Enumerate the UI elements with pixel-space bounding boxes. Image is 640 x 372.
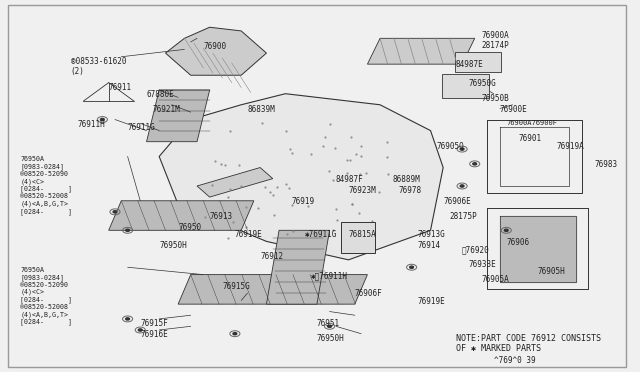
- Text: 86839M: 86839M: [248, 105, 275, 114]
- Point: [287, 150, 297, 156]
- Point: [257, 120, 268, 126]
- Text: 76915G: 76915G: [222, 282, 250, 291]
- Point: [241, 224, 252, 230]
- Point: [383, 171, 393, 177]
- Text: 76914: 76914: [418, 241, 441, 250]
- Point: [331, 206, 341, 212]
- Text: 76983: 76983: [595, 160, 618, 169]
- Point: [355, 170, 365, 176]
- Point: [241, 204, 252, 210]
- Text: 76900: 76900: [204, 42, 227, 51]
- Point: [339, 220, 349, 226]
- Text: 76950G: 76950G: [468, 79, 496, 88]
- Circle shape: [460, 148, 464, 150]
- Point: [266, 189, 276, 195]
- Circle shape: [125, 229, 129, 231]
- Circle shape: [473, 163, 477, 165]
- Point: [345, 157, 355, 163]
- Text: 76906E: 76906E: [443, 197, 471, 206]
- Polygon shape: [266, 230, 330, 304]
- Text: ^769^0 39: ^769^0 39: [493, 356, 535, 365]
- Text: 76919E: 76919E: [418, 297, 445, 306]
- Text: 76916E: 76916E: [140, 330, 168, 339]
- Point: [236, 183, 246, 189]
- Point: [348, 201, 358, 207]
- Point: [268, 192, 278, 198]
- Point: [367, 218, 378, 224]
- Point: [303, 203, 314, 209]
- Point: [284, 185, 294, 191]
- Text: 76912: 76912: [260, 253, 284, 262]
- Text: 76933E: 76933E: [468, 260, 496, 269]
- Point: [374, 189, 384, 195]
- Text: 76911G: 76911G: [127, 123, 156, 132]
- Polygon shape: [367, 38, 475, 64]
- Point: [346, 235, 356, 241]
- Text: 76950H: 76950H: [317, 334, 345, 343]
- Point: [356, 153, 366, 159]
- Point: [328, 177, 338, 183]
- Circle shape: [460, 185, 464, 187]
- Polygon shape: [166, 27, 266, 75]
- Point: [356, 144, 366, 150]
- Point: [225, 128, 235, 134]
- Text: 76950A
[0983-0284]
®08520-52090
(4)<C>
[0284-      ]
®08520-52008
(4)<A,B,G,T>
[: 76950A [0983-0284] ®08520-52090 (4)<C> […: [20, 157, 72, 215]
- Circle shape: [100, 118, 104, 121]
- Text: 84987E: 84987E: [456, 61, 484, 70]
- Text: 76919: 76919: [292, 197, 315, 206]
- Point: [381, 154, 392, 160]
- Point: [253, 205, 263, 211]
- Point: [342, 170, 353, 176]
- Polygon shape: [159, 94, 443, 260]
- Circle shape: [233, 333, 237, 335]
- Text: 76913G: 76913G: [418, 230, 445, 239]
- Text: 76913: 76913: [210, 212, 233, 221]
- Point: [223, 235, 233, 241]
- Text: 76978: 76978: [399, 186, 422, 195]
- Text: 76919E: 76919E: [235, 230, 262, 239]
- Point: [325, 121, 335, 127]
- Point: [361, 170, 371, 176]
- Text: 76951: 76951: [317, 319, 340, 328]
- Text: 76900E: 76900E: [500, 105, 528, 114]
- Polygon shape: [500, 215, 576, 282]
- FancyBboxPatch shape: [341, 222, 375, 253]
- Text: 76906F: 76906F: [355, 289, 383, 298]
- Text: 76923M: 76923M: [349, 186, 376, 195]
- Text: 76905Q: 76905Q: [437, 142, 465, 151]
- Point: [288, 228, 298, 234]
- Text: 76900A76900F: 76900A76900F: [506, 119, 557, 125]
- Point: [235, 227, 245, 233]
- Text: 76950A
[0983-0284]
®08520-52090
(4)<C>
[0284-      ]
®08520-52008
(4)<A,B,G,T>
[: 76950A [0983-0284] ®08520-52090 (4)<C> […: [20, 267, 72, 326]
- Point: [351, 151, 361, 157]
- Text: 67880E: 67880E: [147, 90, 174, 99]
- Text: 76919A: 76919A: [557, 142, 584, 151]
- Text: 76901: 76901: [519, 134, 542, 143]
- Point: [332, 217, 342, 223]
- Polygon shape: [147, 90, 210, 142]
- Polygon shape: [109, 201, 254, 230]
- Text: 76815A: 76815A: [349, 230, 376, 239]
- Point: [318, 143, 328, 149]
- FancyBboxPatch shape: [454, 52, 501, 72]
- Text: 76906: 76906: [506, 238, 529, 247]
- FancyBboxPatch shape: [442, 74, 488, 98]
- Point: [223, 194, 233, 200]
- Point: [354, 210, 364, 216]
- Text: 76905H: 76905H: [538, 267, 566, 276]
- Polygon shape: [178, 275, 367, 304]
- Point: [347, 201, 357, 207]
- Text: NOTE:PART CODE 76912 CONSISTS
OF ✱ MARKED PARTS: NOTE:PART CODE 76912 CONSISTS OF ✱ MARKE…: [456, 334, 601, 353]
- Point: [207, 182, 217, 188]
- Point: [216, 161, 227, 167]
- Polygon shape: [197, 167, 273, 197]
- Text: 76950B: 76950B: [481, 94, 509, 103]
- Circle shape: [125, 318, 129, 320]
- Point: [382, 139, 392, 145]
- Point: [220, 162, 230, 168]
- Point: [234, 161, 244, 167]
- Point: [320, 134, 330, 140]
- Text: 76950H: 76950H: [159, 241, 187, 250]
- Text: ✱❠76911H: ✱❠76911H: [310, 271, 348, 280]
- Circle shape: [113, 211, 117, 213]
